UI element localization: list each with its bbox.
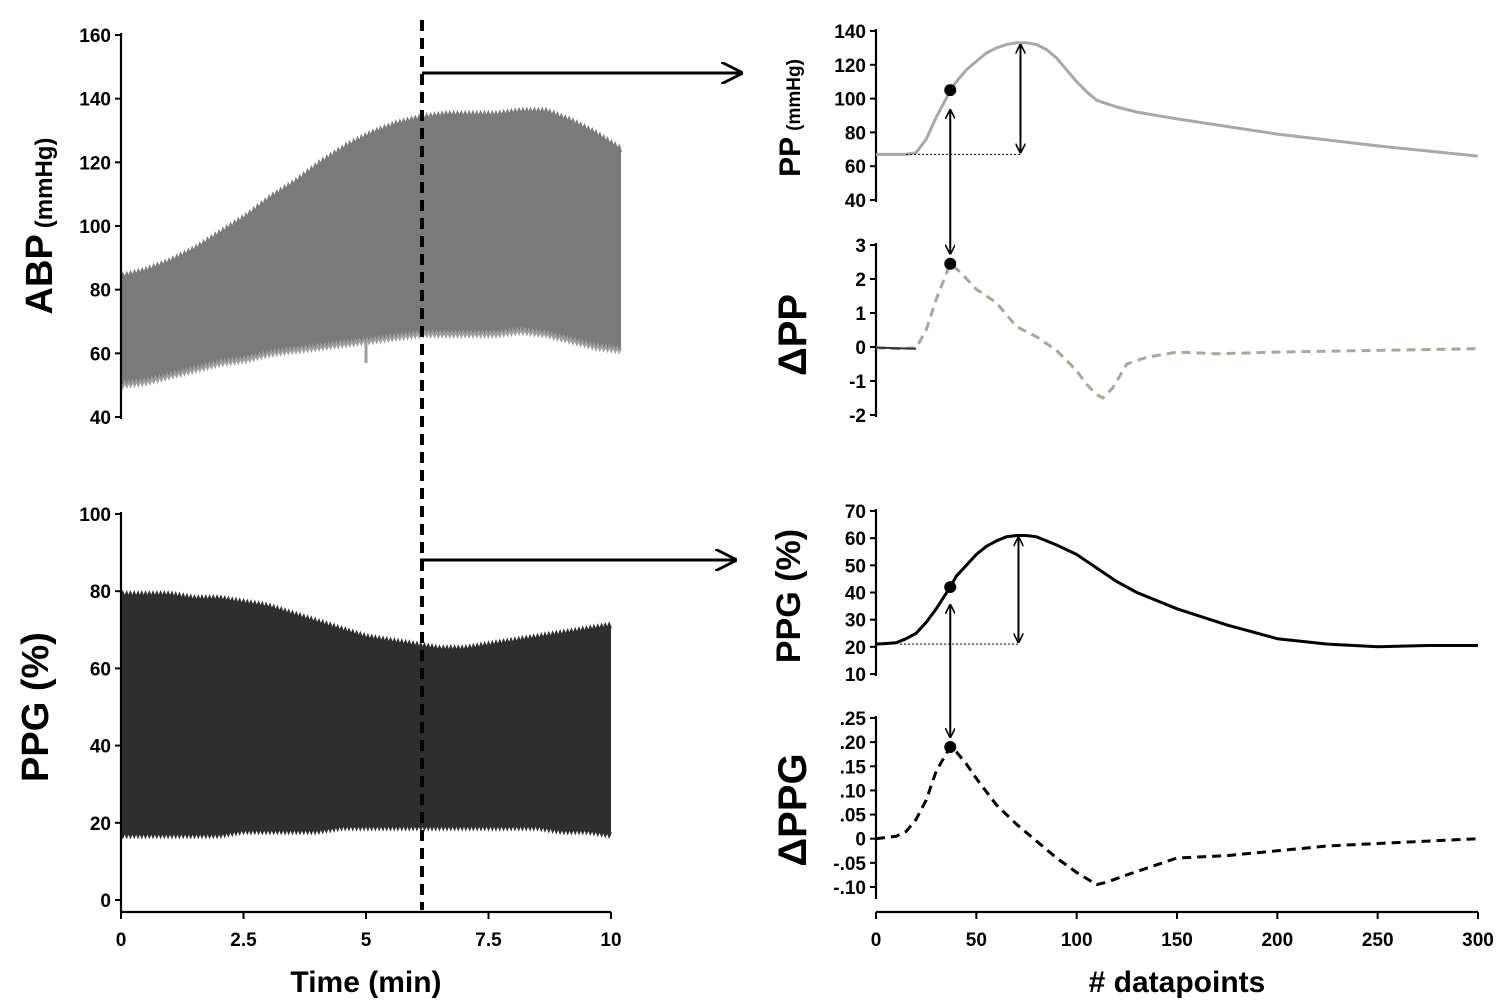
y-axis-label: PP (mmHg) <box>774 59 807 177</box>
y-tick-label: 2 <box>855 270 866 291</box>
y-tick-label: .20 <box>840 733 866 754</box>
x-tick-label: 2.5 <box>230 930 257 951</box>
panel-dpp: -2 -1 0 1 2 3 ΔPP <box>771 236 1479 427</box>
ylabel-main: ΔPPG <box>771 753 815 866</box>
marker-point <box>944 581 957 594</box>
y-tick-label: 70 <box>845 502 866 523</box>
y-tick-label: 40 <box>90 737 111 758</box>
ylabel-main: PPG (%) <box>770 529 808 663</box>
marker-point <box>944 84 957 97</box>
y-tick-label: -.10 <box>833 878 866 899</box>
y-tick-label: 60 <box>845 157 866 178</box>
y-tick-label: 0 <box>100 891 111 912</box>
y-tick-label: 0 <box>855 338 866 359</box>
marker-point <box>944 740 957 753</box>
signal-envelope <box>121 111 621 386</box>
y-tick-label: 0 <box>855 830 866 851</box>
y-tick-label: 140 <box>834 22 866 43</box>
x-tick-label: 50 <box>966 930 987 951</box>
ylabel-unit: (mmHg) <box>784 59 805 131</box>
y-tick-label: 20 <box>90 814 111 835</box>
ylabel-unit: (mmHg) <box>31 138 58 229</box>
x-tick-label: 100 <box>1061 930 1093 951</box>
series-start-segment <box>875 346 917 350</box>
ylabel-main: PPG (%) <box>15 632 57 782</box>
y-tick-label: 50 <box>845 556 866 577</box>
signal-upper-edge <box>120 589 612 655</box>
y-tick-label: -.05 <box>833 854 866 875</box>
y-tick-label: 100 <box>79 505 111 526</box>
x-axis-label: Time (min) <box>290 966 441 999</box>
y-tick-label: 10 <box>845 665 866 686</box>
y-tick-label: 20 <box>845 638 866 659</box>
y-tick-label: 140 <box>79 90 111 111</box>
y-tick-label: 1 <box>855 304 866 325</box>
signal-upper-edge <box>120 106 622 281</box>
x-tick-label: 150 <box>1161 930 1193 951</box>
y-tick-label: .25 <box>840 709 867 730</box>
y-tick-label: 3 <box>855 236 866 257</box>
x-tick-label: 200 <box>1261 930 1293 951</box>
y-tick-label: .10 <box>840 781 866 802</box>
marker-point <box>944 257 957 270</box>
y-tick-label: 80 <box>845 123 866 144</box>
y-tick-label: 30 <box>845 611 866 632</box>
y-tick-label: 100 <box>834 90 866 111</box>
x-tick-label: 0 <box>116 930 127 951</box>
y-tick-label: 120 <box>834 56 866 77</box>
ylabel-main: PP <box>774 137 807 177</box>
panel-pp: 40 60 80 100 120 140 PP (mmHg) <box>774 22 1479 212</box>
panel-abp: 40 60 80 100 120 140 160 ABP (mmHg) <box>19 26 622 429</box>
x-tick-label: 250 <box>1362 930 1394 951</box>
series-line <box>875 534 1478 649</box>
x-tick-label: 5 <box>361 930 372 951</box>
y-axis-label: ΔPP <box>771 294 815 376</box>
y-tick-label: 60 <box>90 344 111 365</box>
y-tick-label: 160 <box>79 26 111 47</box>
y-axis-label: ABP (mmHg) <box>19 138 61 315</box>
series-line <box>875 745 1479 887</box>
ylabel-main: ABP <box>19 234 61 314</box>
y-tick-label: 120 <box>79 153 111 174</box>
signal-lower-edge <box>120 821 612 840</box>
y-tick-label: 40 <box>90 408 111 429</box>
x-tick-label: 7.5 <box>475 930 502 951</box>
connectors <box>420 20 950 910</box>
y-tick-label: 40 <box>845 191 866 212</box>
x-axis-label: # datapoints <box>1089 966 1266 999</box>
y-tick-label: 100 <box>79 217 111 238</box>
y-tick-label: 80 <box>90 582 111 603</box>
series-line <box>875 262 1479 400</box>
y-tick-label: .05 <box>840 806 867 827</box>
y-axis-label: PPG (%) <box>15 632 57 782</box>
panel-ppg: 0 20 40 60 80 100 0 2.5 5 7.5 10 PPG (%) Time (min) <box>15 505 622 999</box>
x-tick-label: 300 <box>1462 930 1494 951</box>
x-tick-label: 10 <box>600 930 621 951</box>
y-axis-label: PPG (%) <box>770 529 808 663</box>
y-axis-label: ΔPPG <box>771 753 815 866</box>
panel-ppg-zoom: 10 20 30 40 50 60 70 PPG (%) <box>770 502 1478 686</box>
ylabel-main: ΔPP <box>771 294 815 376</box>
y-tick-label: 80 <box>90 281 111 302</box>
y-tick-label: 60 <box>90 659 111 680</box>
x-tick-label: 0 <box>871 930 882 951</box>
signal-envelope <box>121 595 611 835</box>
y-tick-label: 40 <box>845 584 866 605</box>
series-line <box>876 41 1479 158</box>
panel-dppg: -.10 -.05 0 .05 .10 .15 .20 .25 ΔPPG 0 50 100 150 200… <box>771 709 1494 999</box>
y-tick-label: .15 <box>840 757 867 778</box>
y-tick-label: 60 <box>845 529 866 550</box>
y-tick-label: -1 <box>849 372 866 393</box>
signal-lower-edge <box>120 326 622 390</box>
y-tick-label: -2 <box>849 406 866 427</box>
